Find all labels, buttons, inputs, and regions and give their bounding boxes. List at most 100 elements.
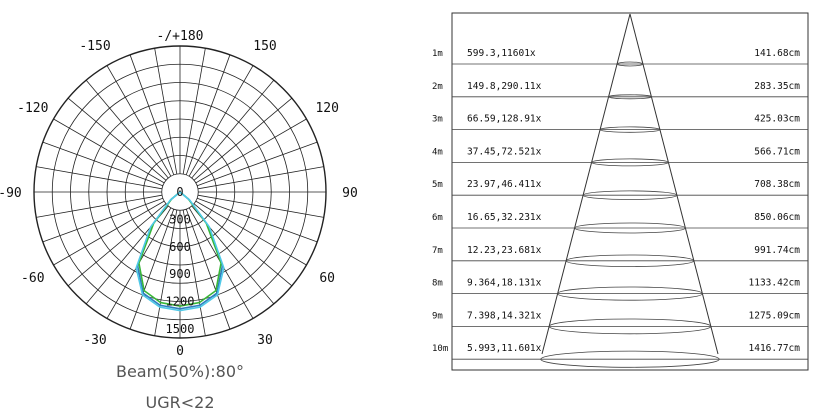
polar-spoke — [85, 79, 169, 179]
polar-spoke — [193, 203, 293, 287]
diameter-label: 991.74cm — [754, 245, 800, 256]
cone-ellipse — [608, 94, 652, 100]
cone-ellipse — [574, 222, 686, 234]
polar-radial-label: 1200 — [166, 295, 195, 309]
diameter-label: 1275.09cm — [749, 310, 801, 321]
diameter-label: 141.68cm — [754, 48, 800, 59]
polar-spoke — [67, 97, 167, 181]
distance-label: 6m — [432, 213, 443, 223]
polar-spoke — [129, 54, 175, 175]
polar-spoke — [182, 48, 206, 175]
diameter-label: 1133.42cm — [749, 278, 801, 289]
diameter-label: 425.03cm — [754, 114, 800, 125]
illuminance-label: 16.65,32.231x — [467, 212, 542, 223]
polar-spoke — [185, 54, 231, 175]
polar-spoke — [36, 166, 163, 190]
polar-spoke — [36, 194, 163, 218]
polar-angle-label: -120 — [17, 101, 48, 116]
polar-spoke — [197, 197, 318, 243]
cone-ellipse — [582, 190, 678, 200]
cone-left-edge — [541, 13, 631, 355]
illuminance-label: 12.23,23.681x — [467, 245, 542, 256]
cone-right-edge — [629, 13, 719, 355]
polar-spoke — [154, 209, 178, 336]
illuminance-label: 7.398,14.321x — [467, 310, 542, 321]
polar-spoke — [154, 48, 178, 175]
polar-radial-label: 0 — [176, 185, 183, 199]
distance-label: 9m — [432, 311, 443, 321]
distance-label: 1m — [432, 49, 443, 59]
cone-ellipse — [616, 61, 644, 67]
polar-spoke — [42, 197, 163, 243]
polar-spoke — [106, 65, 172, 177]
illuminance-label: 37.45,72.521x — [467, 146, 542, 157]
cone-ellipse — [540, 350, 720, 368]
polar-spoke — [197, 194, 324, 218]
illuminance-label: 66.59,128.91x — [467, 114, 542, 125]
polar-luminous-chart: -/+180-150 150-120 120-90 90-60 60-30 3000300… — [0, 29, 358, 359]
distance-label: 5m — [432, 180, 443, 190]
illuminance-label: 149.8,290.11x — [467, 81, 542, 92]
illuminance-label: 9.364,18.131x — [467, 278, 542, 289]
distance-label: 2m — [432, 82, 443, 92]
polar-spoke — [197, 141, 318, 187]
polar-radial-label: 1500 — [166, 322, 195, 336]
polar-spoke — [129, 209, 175, 330]
cone-ellipse — [565, 254, 695, 267]
polar-angle-label: 0 — [176, 344, 184, 359]
polar-angle-label: 30 — [257, 333, 273, 348]
polar-angle-label: -150 — [79, 39, 110, 54]
diameter-label: 1416.77cm — [749, 343, 801, 354]
cone-shape — [540, 13, 720, 368]
illuminance-label: 599.3,11601x — [467, 48, 536, 59]
distance-label: 4m — [432, 147, 443, 157]
polar-series-3 — [135, 191, 225, 312]
polar-spoke — [191, 79, 275, 179]
polar-angle-label: -30 — [83, 333, 106, 348]
polar-spoke — [193, 97, 293, 181]
polar-spoke — [53, 200, 165, 266]
cone-ellipse — [548, 318, 712, 335]
distance-label: 7m — [432, 246, 443, 256]
distance-label: 10m — [432, 344, 448, 354]
polar-spoke — [185, 209, 231, 330]
diameter-label: 283.35cm — [754, 81, 800, 92]
polar-spoke — [197, 166, 324, 190]
cone-frame — [451, 12, 809, 371]
cone-ellipse — [599, 126, 661, 133]
polar-spoke — [42, 141, 163, 187]
cone-rows: 1m 599.3,11601x 141.68cm 2m 149.8,290.11x 283… — [432, 48, 800, 354]
polar-radial-label: 300 — [169, 212, 191, 226]
polar-spoke — [53, 118, 165, 184]
polar-radial-label: 900 — [169, 267, 191, 281]
polar-spoke — [195, 200, 307, 266]
cone-ellipse — [557, 286, 703, 301]
cone-ellipse — [591, 158, 669, 167]
polar-spoke — [188, 65, 254, 177]
polar-angle-label: -60 — [21, 271, 44, 286]
ugr-text: UGR<22 — [145, 393, 215, 412]
polar-labels: -/+180-150 150-120 120-90 90-60 60-30 3000300… — [0, 29, 358, 359]
polar-angle-label: 120 — [315, 101, 338, 116]
cone-border — [451, 12, 809, 371]
distance-label: 8m — [432, 279, 443, 289]
cone-illuminance-chart: 1m 599.3,11601x 141.68cm 2m 149.8,290.11x 283… — [432, 12, 809, 371]
polar-grid — [33, 45, 327, 339]
polar-angle-label: -/+180 — [157, 29, 204, 44]
polar-radial-label: 600 — [169, 240, 191, 254]
polar-spoke — [195, 118, 307, 184]
polar-series-group — [135, 191, 225, 312]
polar-angle-label: 150 — [253, 39, 276, 54]
diameter-label: 708.38cm — [754, 179, 800, 190]
polar-angle-label: 60 — [319, 271, 335, 286]
beam-angle-text: Beam(50%):80° — [115, 362, 244, 381]
illuminance-label: 23.97,46.411x — [467, 179, 542, 190]
polar-angle-label: -90 — [0, 186, 22, 201]
polar-spoke — [182, 209, 206, 336]
diameter-label: 566.71cm — [754, 146, 800, 157]
diameter-label: 850.06cm — [754, 212, 800, 223]
polar-spoke — [67, 203, 167, 287]
distance-label: 3m — [432, 115, 443, 125]
polar-angle-label: 90 — [342, 186, 358, 201]
illuminance-label: 5.993,11.601x — [467, 343, 542, 354]
